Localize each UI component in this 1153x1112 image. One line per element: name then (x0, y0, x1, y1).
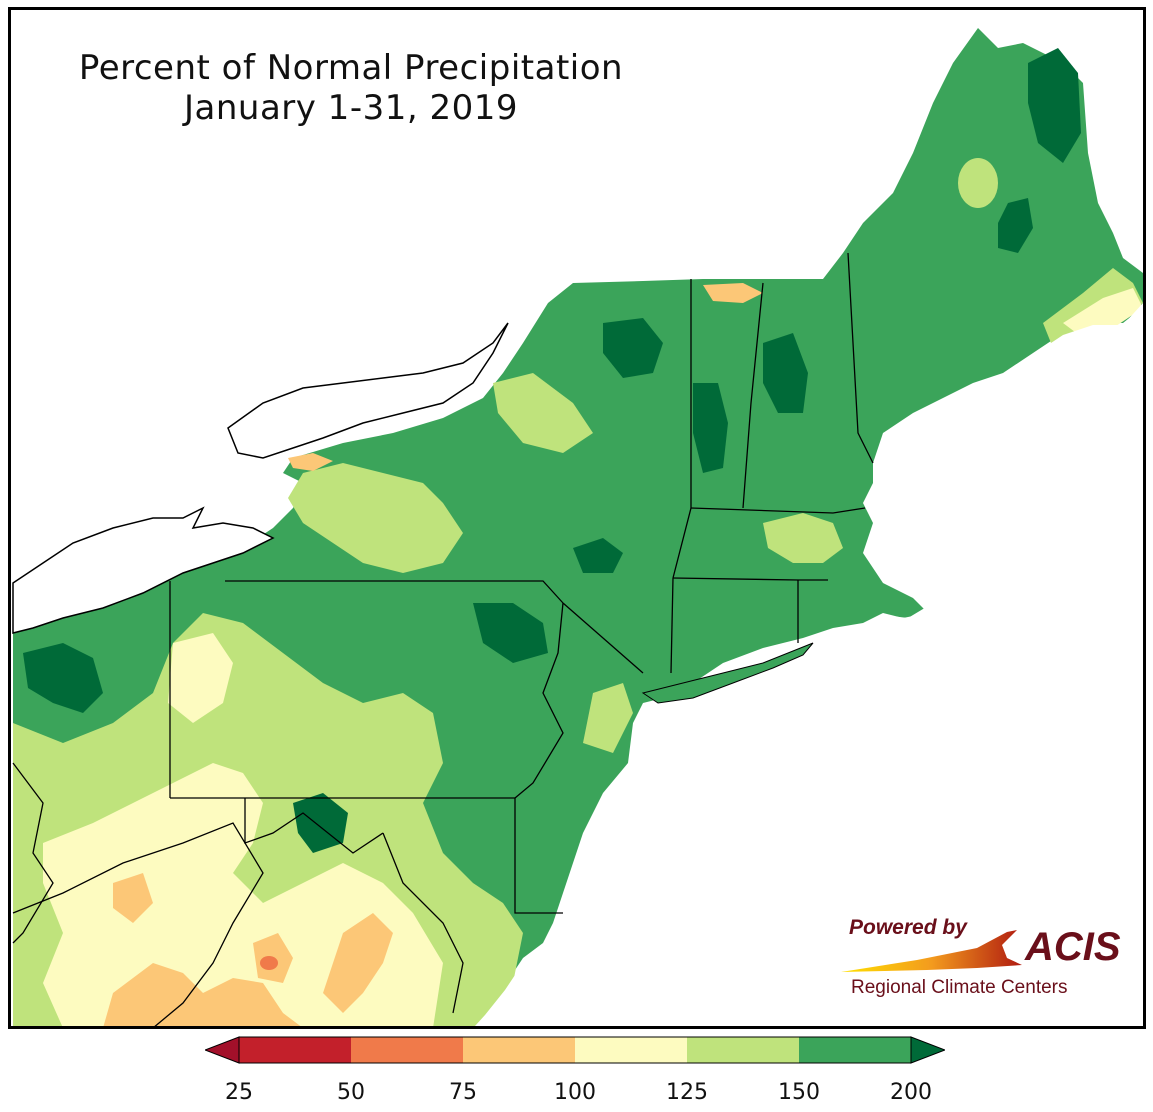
nh-me-border (847, 252, 874, 464)
colorbar-bin (799, 1037, 911, 1063)
va-md-border (382, 832, 464, 1014)
logo-powered-by: Powered by (849, 916, 968, 939)
colorbar-tick-label: 100 (554, 1080, 596, 1105)
light-green-ny-2 (493, 373, 593, 453)
map-frame: Percent of Normal Precipitation January … (8, 7, 1146, 1029)
vt-nh-border (742, 282, 764, 509)
ny-nj-border (562, 602, 644, 674)
colorbar-tick-label: 25 (225, 1080, 253, 1105)
deep-green-ny-2 (573, 538, 623, 573)
colorbar (205, 1036, 945, 1064)
map-subtitle-date: January 1-31, 2019 (183, 88, 518, 128)
tan-patch-4 (113, 873, 153, 923)
colorbar-bin (351, 1037, 463, 1063)
colorbar-bin (463, 1037, 575, 1063)
tan-vt (703, 283, 763, 303)
state-boundaries (12, 252, 874, 1026)
md-de-border (514, 798, 563, 914)
colorbar-bin (575, 1037, 687, 1063)
colorbar-tick-label: 150 (778, 1080, 820, 1105)
colorbar-tick-label: 75 (449, 1080, 477, 1105)
deep-green-ohio (23, 643, 103, 713)
light-green-ny (288, 463, 463, 573)
cream-maine-coast (1063, 288, 1143, 338)
deep-green-pa (473, 603, 548, 663)
cream-region-west (168, 633, 233, 723)
light-green-maine-spot (958, 158, 998, 208)
orange-spot-1 (260, 956, 278, 970)
wv-va-border (12, 822, 264, 1026)
acis-logo: Powered by ACIS Regional Climate Centers (841, 916, 1121, 998)
ohio-river (12, 762, 54, 944)
ny-ct-border (670, 577, 674, 674)
colorbar-outline (238, 1036, 912, 1064)
deep-green-maine-2 (998, 198, 1033, 253)
deep-green-maine (1028, 48, 1081, 163)
ocean (475, 303, 1143, 1026)
colorbar-tick-label: 200 (890, 1080, 932, 1105)
tan-patch-1 (103, 963, 301, 1026)
tan-patch-2 (323, 913, 393, 1013)
colorbar-bin (687, 1037, 799, 1063)
logo-org: Regional Climate Centers (851, 977, 1068, 998)
deep-green-vt (693, 383, 728, 473)
deep-green-nh (763, 333, 808, 413)
lake-erie (12, 506, 275, 634)
map-title: Percent of Normal Precipitation (78, 48, 624, 88)
light-green-ma (763, 513, 843, 563)
light-green-nj (583, 683, 633, 753)
colorbar-tick-label: 50 (337, 1080, 365, 1105)
wv-md-border (244, 798, 384, 854)
colorbar-over-arrow (910, 1036, 945, 1064)
logo-swoosh-icon (841, 930, 1022, 972)
logo-brand: ACIS (1024, 925, 1121, 969)
colorbar-bin (239, 1037, 351, 1063)
deep-green-ny (603, 318, 663, 378)
colorbar-tick-label: 125 (666, 1080, 708, 1105)
long-island (641, 642, 814, 704)
nj-pa-border (514, 602, 564, 799)
tan-ny (288, 453, 333, 471)
ma-north-border (690, 507, 866, 514)
pa-north-border (225, 580, 564, 604)
precipitation-map (12, 28, 1143, 1026)
lake-ontario (227, 322, 509, 459)
colorbar-under-arrow (205, 1036, 240, 1064)
